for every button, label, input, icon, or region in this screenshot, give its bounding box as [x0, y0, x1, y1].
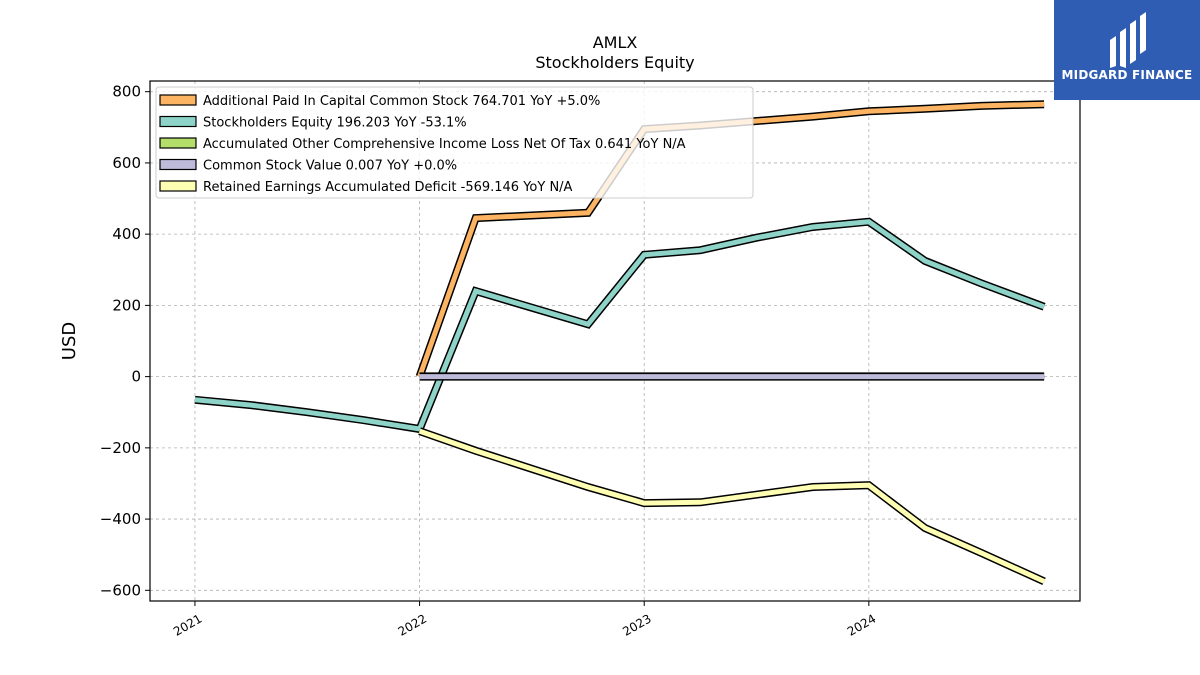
y-axis-label: USD: [59, 322, 80, 360]
legend-label: Retained Earnings Accumulated Deficit -5…: [203, 180, 573, 195]
plot-frame: [149, 80, 1081, 602]
chart-subtitle: Stockholders Equity: [535, 53, 694, 72]
x-tick-label: 2023: [620, 611, 653, 638]
x-tick-label: 2024: [845, 611, 878, 638]
logo-mark-icon: [1110, 12, 1146, 68]
legend-swatch: [159, 137, 197, 149]
y-tick-label: −600: [100, 581, 141, 599]
y-tick-label: −400: [100, 510, 141, 528]
legend-swatch: [159, 115, 197, 128]
legend-swatch: [159, 180, 197, 192]
y-tick-label: −200: [100, 439, 141, 457]
y-tick-label: 200: [112, 296, 141, 314]
y-tick-label: 800: [112, 83, 141, 101]
legend-swatch: [159, 94, 197, 106]
chart-title: AMLX: [593, 33, 638, 52]
y-tick-label: 600: [112, 154, 141, 172]
legend-label: Additional Paid In Capital Common Stock …: [203, 94, 600, 109]
y-axis: −600 −400 −200 0 200 400 600 800: [100, 83, 150, 599]
y-tick-label: 0: [131, 368, 141, 386]
legend-label: Stockholders Equity 196.203 YoY -53.1%: [203, 116, 467, 131]
series-line: [194, 219, 1045, 432]
series-line: [418, 428, 1046, 584]
logo-text: MIDGARD FINANCE: [1061, 68, 1193, 82]
legend-box: [155, 86, 754, 199]
y-tick-label: 400: [112, 225, 141, 243]
x-tick-label: 2021: [171, 611, 204, 638]
midgard-finance-logo: MIDGARD FINANCE: [1054, 0, 1200, 100]
x-tick-label: 2022: [396, 611, 429, 638]
series-layer: [194, 100, 1046, 586]
series-line-outline: [418, 427, 1046, 586]
legend-swatch: [159, 158, 197, 171]
legend-label: Common Stock Value 0.007 YoY +0.0%: [203, 159, 457, 174]
legend-label: Accumulated Other Comprehensive Income L…: [203, 137, 686, 152]
legend: Additional Paid In Capital Common Stock …: [155, 86, 754, 199]
x-axis: 2021 2022 2023 2024: [171, 601, 878, 639]
series-line: [417, 101, 1045, 378]
